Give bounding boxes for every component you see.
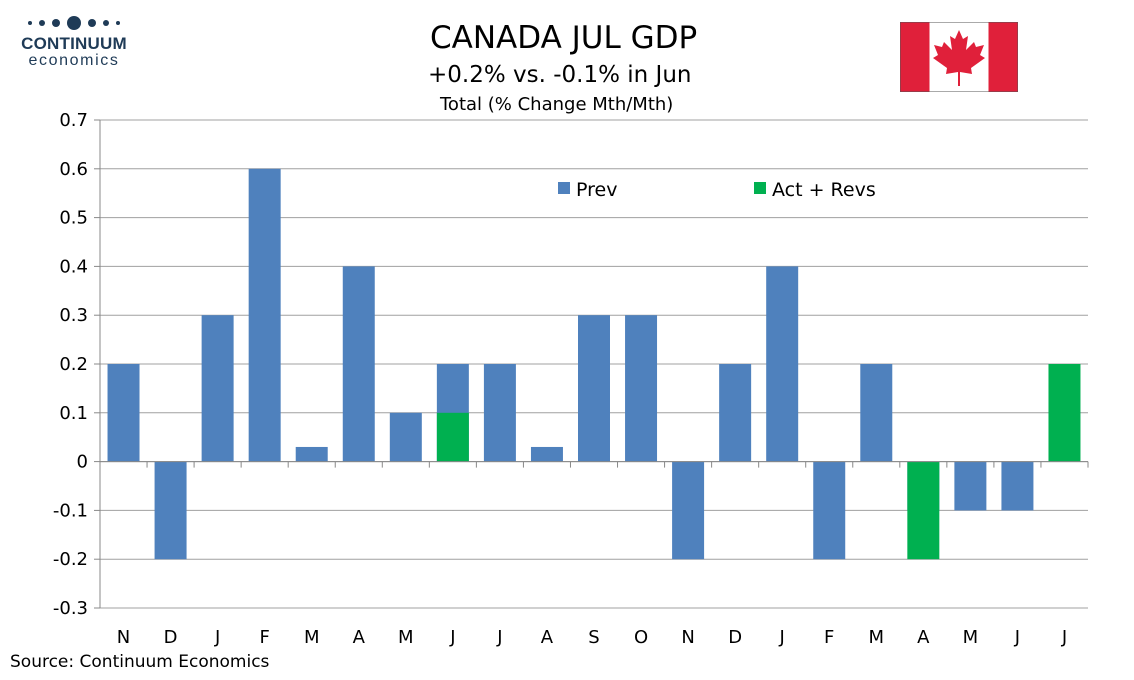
y-tick-label: -0.2 [53, 549, 88, 570]
bar-prev [625, 315, 658, 462]
x-tick-label: M [304, 627, 320, 648]
x-tick-label: N [117, 627, 130, 648]
x-tick-label: J [1061, 627, 1067, 648]
legend-label-prev: Prev [576, 179, 617, 201]
x-tick-label: M [869, 627, 885, 648]
bar-prev [201, 315, 234, 462]
logo-sub: economics [28, 52, 120, 69]
bar-prev [389, 412, 422, 462]
y-tick-label: 0.1 [59, 403, 88, 424]
y-tick-label: 0.2 [59, 354, 88, 375]
y-tick-label: -0.3 [53, 598, 88, 619]
x-tick-label: J [214, 627, 220, 648]
legend-swatch-prev [558, 182, 570, 194]
x-tick-label: D [164, 627, 178, 648]
legend-label-act-revs: Act + Revs [772, 179, 876, 201]
bar-prev [719, 364, 752, 462]
canada-flag-icon [899, 21, 1019, 93]
x-tick-label: M [963, 627, 979, 648]
x-tick-label: A [353, 627, 366, 648]
bar-prev [578, 315, 610, 462]
bar-act-revs [1048, 364, 1081, 462]
chart-subtitle: Total (% Change Mth/Mth) [440, 94, 674, 115]
y-tick-label: 0.5 [59, 208, 88, 229]
bar-prev [483, 364, 516, 462]
logo-name: CONTINUUM [21, 34, 127, 53]
x-tick-label: J [496, 627, 502, 648]
y-tick-label: 0.7 [59, 110, 88, 131]
x-tick-label: A [917, 627, 930, 648]
bar-prev [860, 364, 893, 462]
bar-prev [672, 461, 705, 560]
x-tick-label: D [728, 627, 742, 648]
x-tick-label: N [681, 627, 694, 648]
x-tick-label: A [541, 627, 554, 648]
x-tick-label: F [259, 627, 269, 648]
legend-swatch-act-revs [754, 182, 766, 194]
x-tick-label: J [1014, 627, 1020, 648]
bar-prev [1001, 461, 1034, 511]
bar-prev [107, 364, 140, 462]
logo-dots-icon [14, 14, 134, 32]
bar-act-revs [907, 461, 940, 560]
y-tick-label: 0.4 [59, 256, 88, 277]
y-tick-label: 0.3 [59, 305, 88, 326]
bar-prev [342, 266, 375, 462]
x-tick-label: J [449, 627, 455, 648]
bar-prev [530, 446, 563, 462]
x-tick-label: J [779, 627, 785, 648]
y-tick-label: 0.6 [59, 159, 88, 180]
continuum-logo: CONTINUUM economics [14, 14, 134, 70]
bar-prev [954, 461, 987, 511]
x-tick-label: M [398, 627, 414, 648]
y-tick-label: 0 [77, 452, 88, 473]
x-tick-label: O [634, 627, 648, 648]
bar-prev [248, 168, 281, 462]
bar-act-revs [436, 412, 469, 462]
y-tick-label: -0.1 [53, 500, 88, 521]
chart-title: CANADA JUL GDP [430, 20, 698, 56]
bar-prev [295, 446, 328, 462]
chart-headline: +0.2% vs. -0.1% in Jun [428, 62, 692, 88]
source-note: Source: Continuum Economics [10, 652, 270, 672]
bar-prev [766, 266, 799, 462]
x-tick-label: F [824, 627, 834, 648]
bar-prev [154, 461, 187, 560]
x-tick-label: S [588, 627, 599, 648]
bar-prev [813, 461, 846, 560]
